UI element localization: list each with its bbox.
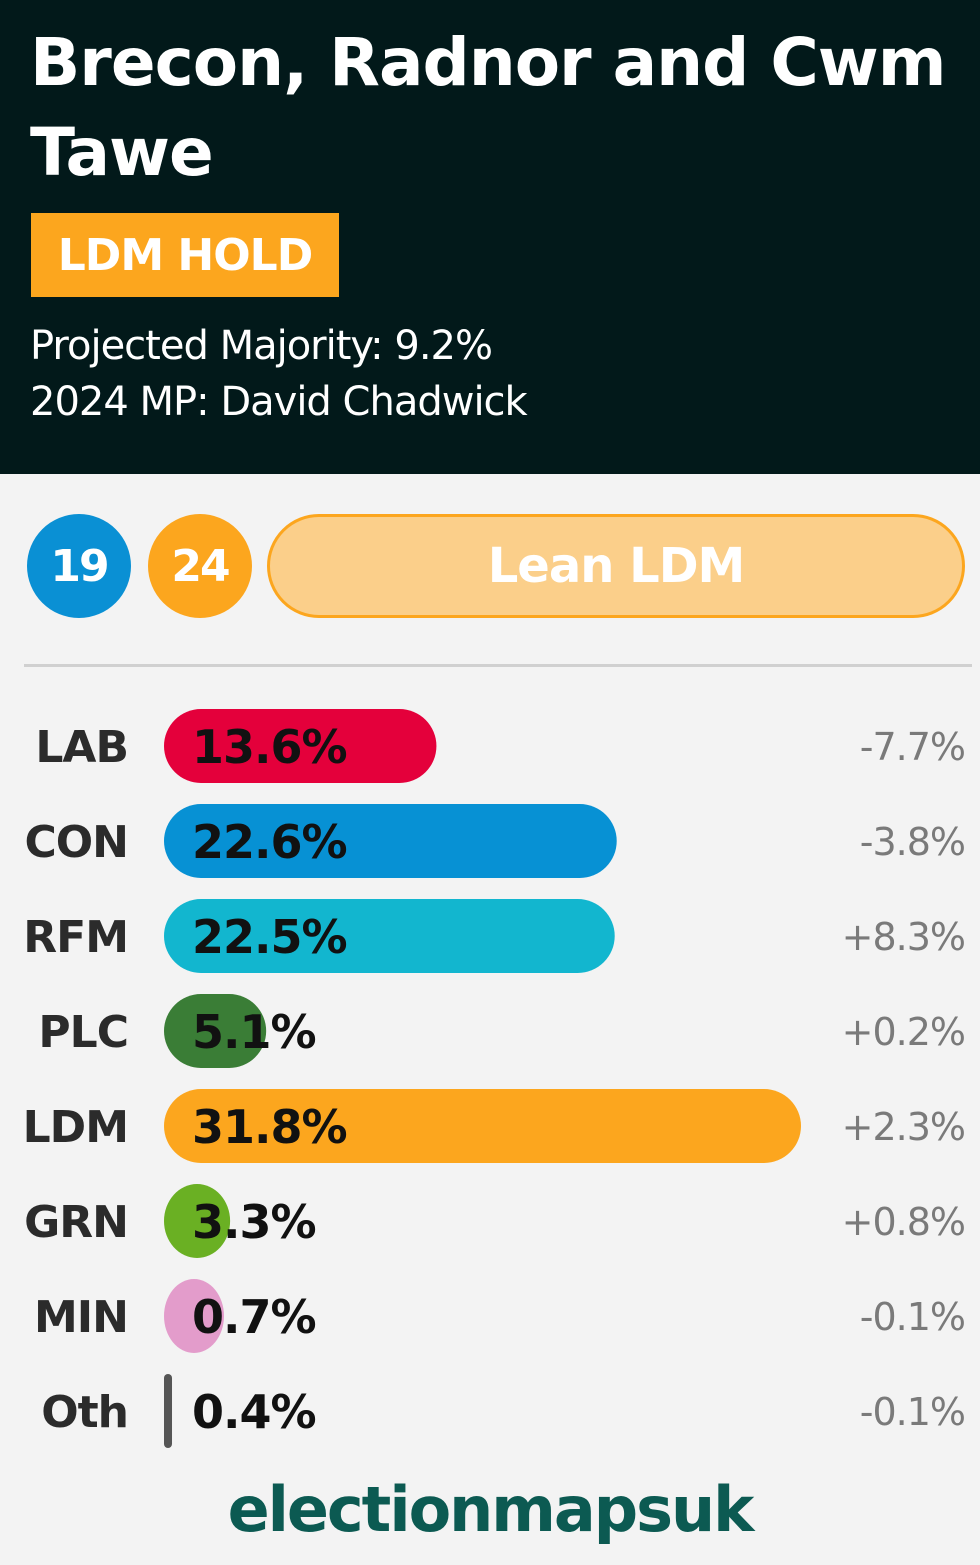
brand-footer: electionmapsuk <box>227 1473 755 1546</box>
value-label-plc: 5.1% <box>192 1005 316 1059</box>
change-label-plc: +0.2% <box>842 1010 965 1054</box>
change-label-ldm: +2.3% <box>842 1105 965 1149</box>
projected-majority-text: Projected Majority: 9.2% <box>30 323 493 369</box>
change-label-rfm: +8.3% <box>842 915 965 959</box>
change-label-min: -0.1% <box>860 1295 965 1339</box>
bar-rfm <box>164 899 615 973</box>
value-label-lab: 13.6% <box>192 720 347 774</box>
bar-ldm <box>164 1089 801 1163</box>
page-title: Brecon, Radnor and Cwm Tawe <box>30 24 947 191</box>
party-label-oth: Oth <box>41 1387 128 1438</box>
value-label-con: 22.6% <box>192 815 347 869</box>
value-label-ldm: 31.8% <box>192 1100 347 1154</box>
bar-plc <box>164 994 267 1068</box>
constituency-header: Brecon, Radnor and Cwm Tawe LDM HOLD Pro… <box>0 0 980 474</box>
bar-oth <box>164 1374 173 1448</box>
party-label-plc: PLC <box>38 1007 128 1058</box>
change-label-con: -3.8% <box>860 820 965 864</box>
vote-share-chart: LAB 13.6% -7.7% CON 22.6% -3.8% RFM 22.5% +8.3% P… <box>0 700 980 1460</box>
rating-badge-19: 19 <box>27 514 131 618</box>
bar-chart-svg: LAB 13.6% -7.7% CON 22.6% -3.8% RFM 22.5% +8.3% P… <box>23 709 966 1448</box>
status-badge: LDM HOLD <box>31 213 339 297</box>
rating-badge-24: 24 <box>148 514 252 618</box>
value-label-grn: 3.3% <box>192 1195 316 1249</box>
value-label-min: 0.7% <box>192 1290 316 1344</box>
party-label-con: CON <box>24 817 128 868</box>
mp-text: 2024 MP: David Chadwick <box>30 379 528 425</box>
bar-lab <box>164 709 437 783</box>
party-label-ldm: LDM <box>23 1102 128 1153</box>
rating-pill: Lean LDM <box>267 514 965 618</box>
bar-con <box>164 804 617 878</box>
party-label-lab: LAB <box>35 722 128 773</box>
change-label-grn: +0.8% <box>842 1200 965 1244</box>
divider <box>24 664 972 667</box>
party-label-grn: GRN <box>24 1197 128 1248</box>
party-label-rfm: RFM <box>23 912 128 963</box>
value-label-rfm: 22.5% <box>192 910 347 964</box>
value-label-oth: 0.4% <box>192 1385 316 1439</box>
bar-grn <box>164 1184 231 1258</box>
change-label-oth: -0.1% <box>860 1390 965 1434</box>
change-label-lab: -7.7% <box>860 725 965 769</box>
bar-min <box>164 1279 224 1353</box>
party-label-min: MIN <box>34 1292 128 1343</box>
